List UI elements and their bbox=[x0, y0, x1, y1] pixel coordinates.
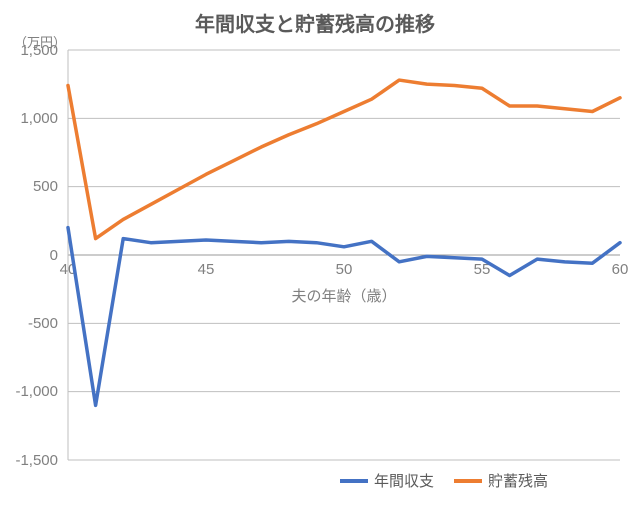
chart-container: 年間収支と貯蓄残高の推移 （万円） -1,500-1,000-50005001,… bbox=[0, 0, 630, 510]
plot-area bbox=[0, 0, 630, 510]
legend-swatch bbox=[454, 479, 482, 483]
legend: 年間収支 貯蓄残高 bbox=[340, 470, 548, 491]
legend-label: 年間収支 bbox=[374, 470, 434, 491]
legend-swatch bbox=[340, 479, 368, 483]
legend-item: 貯蓄残高 bbox=[454, 470, 548, 491]
legend-item: 年間収支 bbox=[340, 470, 434, 491]
series-line bbox=[68, 228, 620, 406]
legend-label: 貯蓄残高 bbox=[488, 470, 548, 491]
series-line bbox=[68, 80, 620, 239]
